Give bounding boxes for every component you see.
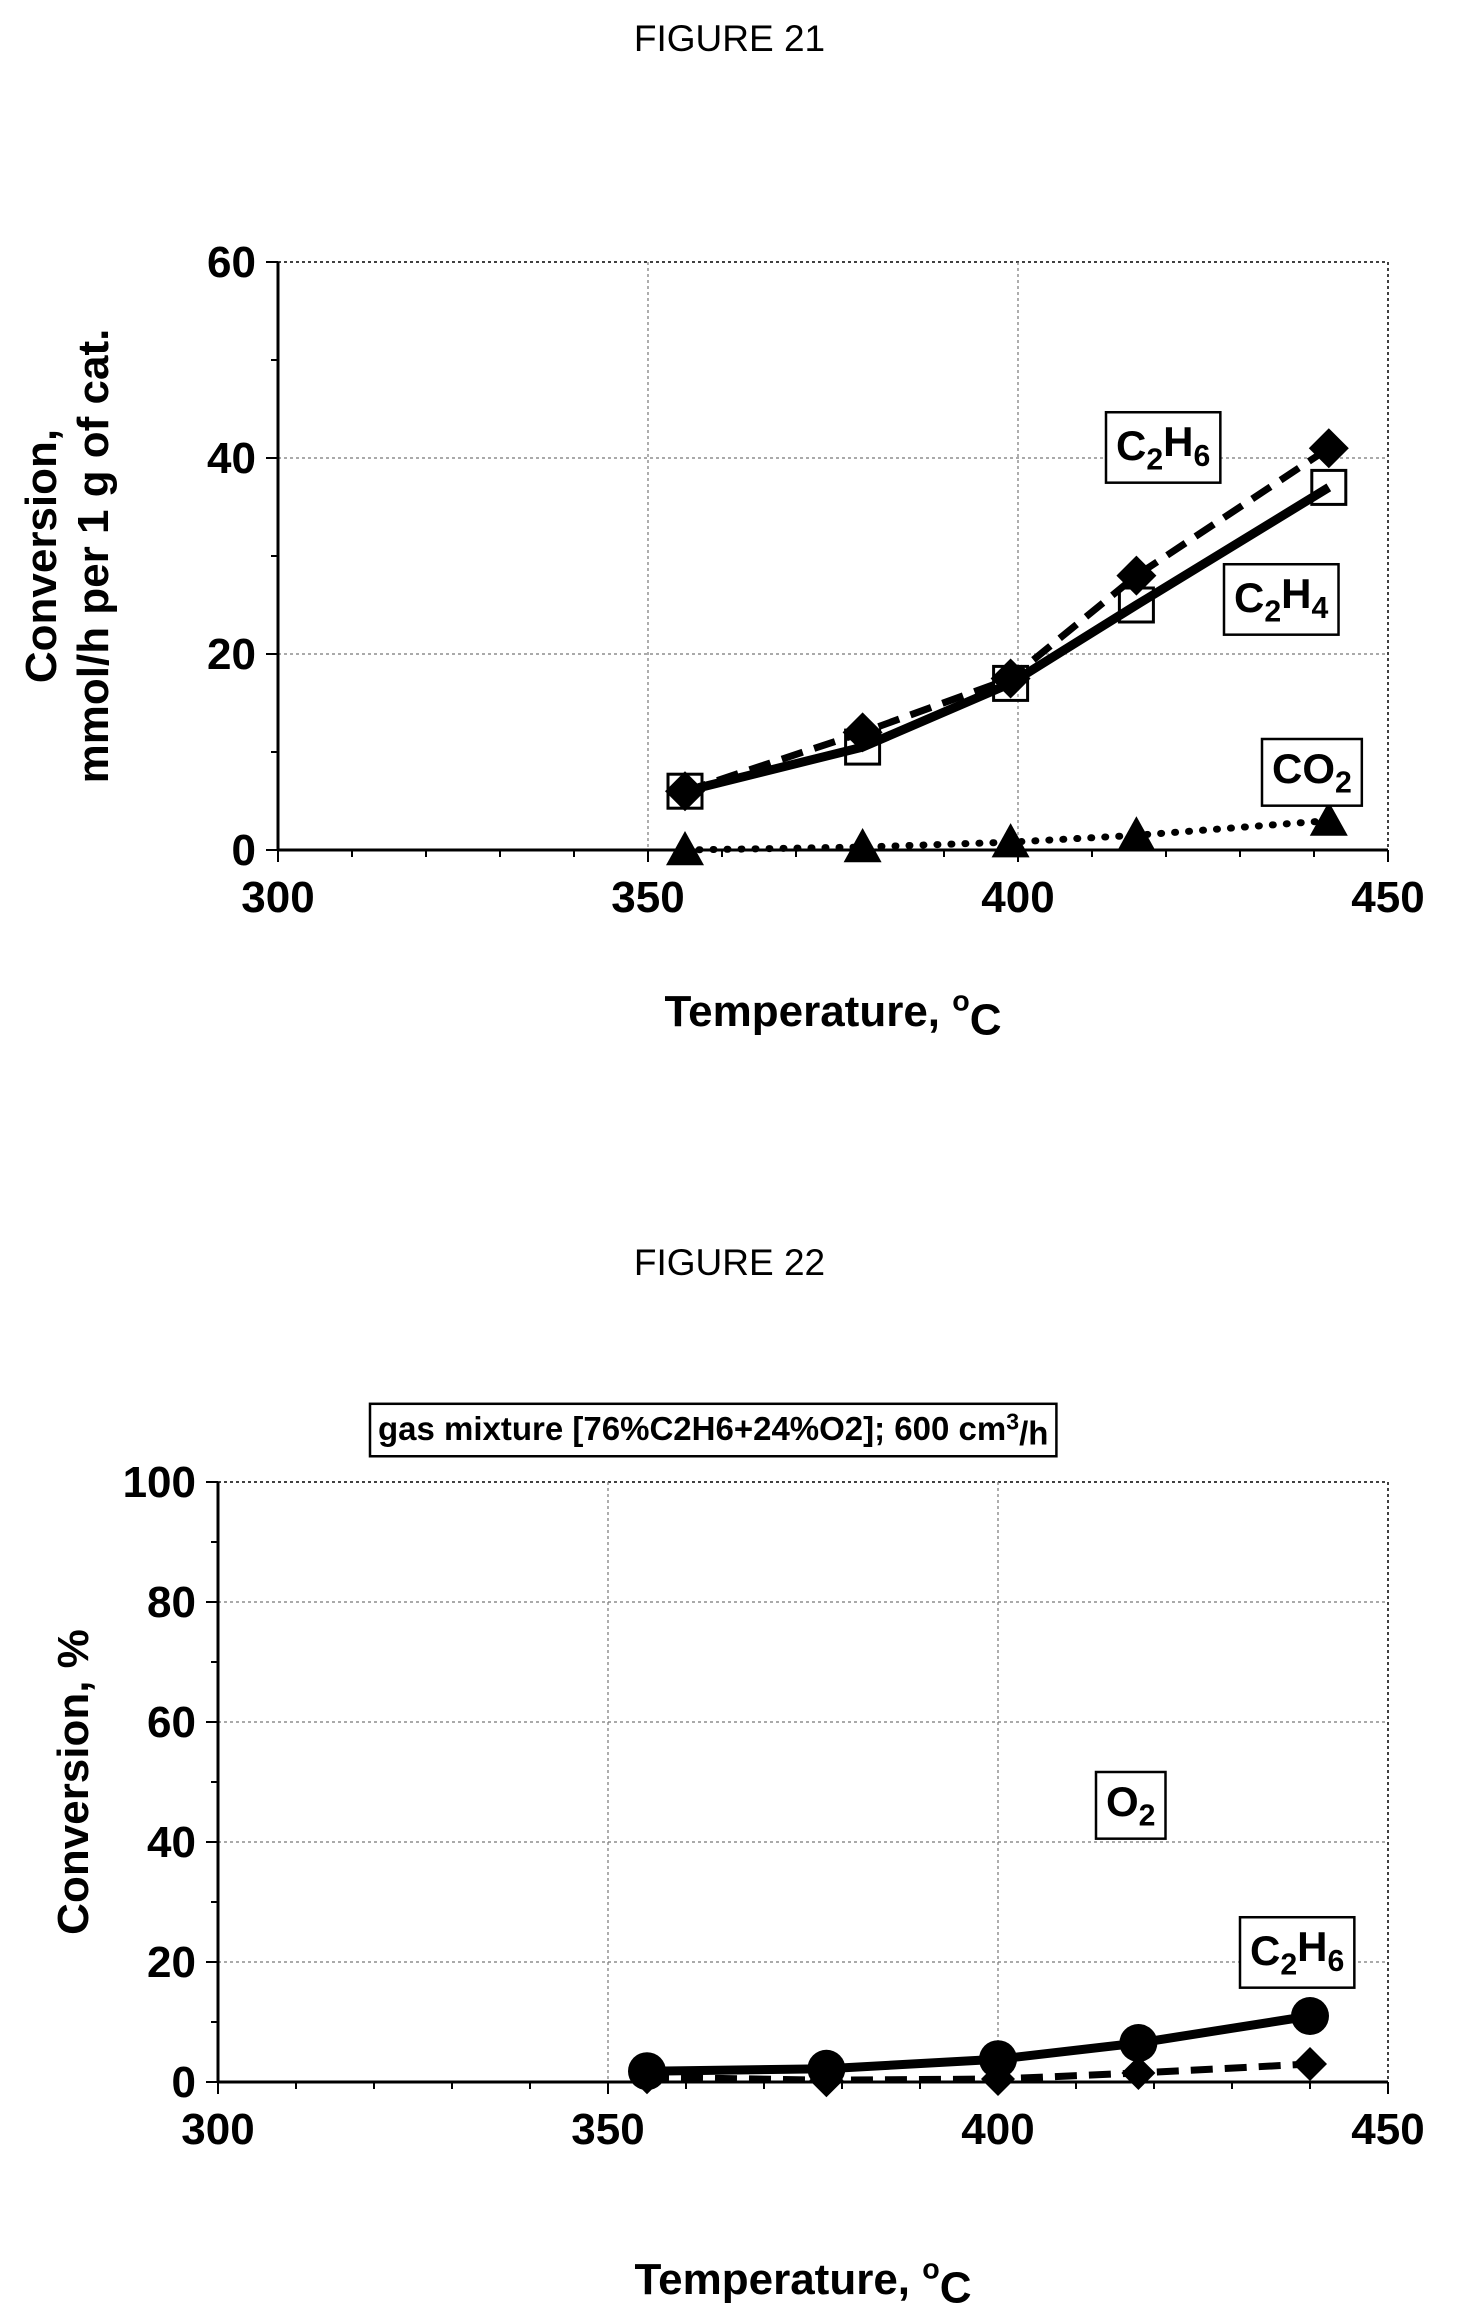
y-tick-label: 20 <box>147 1938 196 1987</box>
x-tick-label: 400 <box>981 873 1054 922</box>
data-point <box>981 2062 1015 2096</box>
data-point <box>1309 801 1348 836</box>
data-point <box>1293 2047 1327 2081</box>
series-1 <box>666 468 1348 810</box>
data-point <box>1119 2024 1158 2062</box>
plot-area <box>217 1481 1389 2083</box>
y-axis-title-line: mmol/h per 1 g of cat. <box>69 329 118 784</box>
figure-21-chart: 300 350 400 450 0 20 40 60 Temperature, oC Conver… <box>17 238 1425 1044</box>
data-point <box>1117 816 1156 851</box>
series-label-0-box <box>1094 1770 1167 1840</box>
data-point <box>844 728 882 766</box>
series-label-1-box <box>1238 1915 1356 1989</box>
x-axis-title: Temperature, oC <box>665 985 1002 1044</box>
data-point <box>1291 1997 1329 2035</box>
x-tick-label: 450 <box>1351 873 1424 922</box>
series-label-1: C2H6 <box>1238 1915 1356 1989</box>
x-tick-label: 350 <box>571 2105 644 2154</box>
y-tick-label: 60 <box>207 238 256 287</box>
series-label-1-text: C2H6 <box>1250 1923 1344 1981</box>
data-point <box>666 772 704 810</box>
series-label-1-text: C2H4 <box>1234 570 1329 628</box>
data-point <box>666 831 704 866</box>
y-tick-label: 20 <box>207 630 256 679</box>
series-label-0-text: O2 <box>1106 1778 1156 1833</box>
data-point <box>809 2063 844 2098</box>
data-point <box>992 664 1030 702</box>
data-point <box>991 823 1030 858</box>
data-point <box>1117 586 1155 624</box>
x-tick-label: 450 <box>1351 2105 1424 2154</box>
figure-22-caption: FIGURE 22 <box>633 1242 826 1283</box>
data-point <box>843 828 882 863</box>
y-tick-label: 0 <box>172 2058 196 2107</box>
series-1 <box>630 2047 1327 2098</box>
y-axis-title: Conversion, % <box>49 1629 98 1935</box>
x-tick-label: 400 <box>961 2105 1034 2154</box>
y-axis-title: Conversion, mmol/h per 1 g of cat. <box>17 329 118 784</box>
series-label-0: C2H6 <box>1104 410 1222 484</box>
figure-22-chart: 300 350 400 450 0 20 40 60 80 100 Temperature, oC C… <box>49 1402 1425 2312</box>
tick-marks <box>206 1481 1389 2094</box>
data-point <box>1308 428 1349 469</box>
y-tick-label: 60 <box>147 1698 196 1747</box>
y-tick-label: 80 <box>147 1578 196 1627</box>
series-label-0-box <box>1104 410 1222 484</box>
y-tick-label: 0 <box>232 826 256 875</box>
x-tick-label: 350 <box>611 873 684 922</box>
series-label-1-box <box>1222 562 1340 636</box>
y-tick-label: 40 <box>207 434 256 483</box>
series-label-2-text: CO2 <box>1272 745 1352 800</box>
data-point <box>1310 468 1348 506</box>
x-tick-label: 300 <box>241 873 314 922</box>
data-point <box>1116 555 1157 596</box>
figure-21-caption: FIGURE 21 <box>633 18 826 59</box>
series-line <box>646 2011 1311 2076</box>
x-tick-label: 300 <box>181 2105 254 2154</box>
y-axis-title-line: Conversion, % <box>49 1629 98 1935</box>
y-axis-title-line: Conversion, <box>17 429 66 683</box>
series-line <box>683 483 1332 796</box>
y-tick-label: 40 <box>147 1818 196 1867</box>
series-label-0-text: C2H6 <box>1116 418 1210 476</box>
annotation-box-box <box>368 1402 1058 1458</box>
annotation-box: gas mixture [76%C2H6+24%O2]; 600 cm3/h <box>368 1402 1058 1458</box>
gridlines <box>218 1482 1388 2082</box>
series-label-2: CO2 <box>1260 737 1364 807</box>
series-label-0: O2 <box>1094 1770 1167 1840</box>
series-label-1: C2H4 <box>1222 562 1340 636</box>
data-point <box>630 2060 664 2095</box>
series-label-2-box <box>1260 737 1364 807</box>
tick-marks <box>266 261 1389 862</box>
annotation-box-text: gas mixture [76%C2H6+24%O2]; 600 cm3/h <box>378 1409 1048 1452</box>
x-axis-title: Temperature, oC <box>635 2253 972 2312</box>
y-tick-label: 100 <box>123 1458 196 1507</box>
data-point <box>979 2040 1017 2079</box>
data-point <box>1121 2056 1156 2090</box>
series-2 <box>666 801 1348 866</box>
